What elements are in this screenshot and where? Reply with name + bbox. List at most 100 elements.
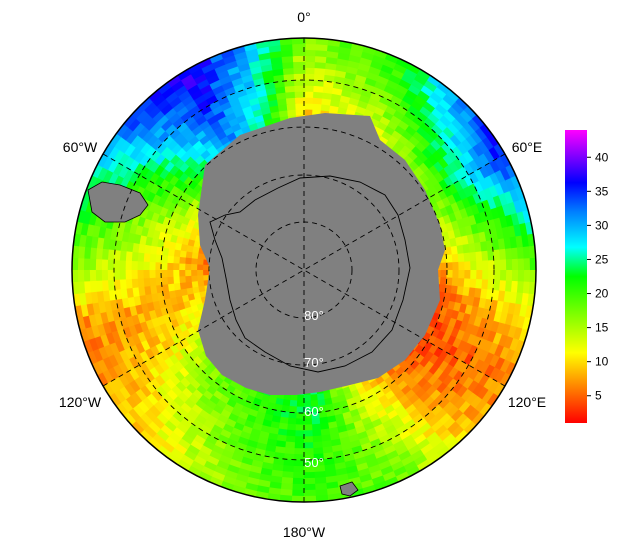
field-cell bbox=[119, 259, 126, 270]
field-cell bbox=[316, 399, 326, 407]
field-cell bbox=[185, 281, 193, 289]
field-cell bbox=[311, 429, 322, 437]
field-cell bbox=[457, 253, 465, 263]
field-cell bbox=[150, 236, 159, 247]
field-cell bbox=[329, 104, 340, 114]
field-cell bbox=[77, 256, 85, 270]
field-cell bbox=[310, 417, 321, 426]
field-cell bbox=[326, 415, 337, 424]
field-cell bbox=[143, 252, 151, 262]
field-cell bbox=[441, 196, 452, 209]
field-cell bbox=[286, 417, 297, 425]
field-cell bbox=[190, 257, 198, 265]
field-cell bbox=[234, 416, 247, 426]
field-cell bbox=[156, 331, 167, 344]
field-cell bbox=[136, 268, 144, 279]
field-cell bbox=[318, 416, 329, 425]
field-cell bbox=[311, 423, 321, 431]
field-cell bbox=[446, 262, 454, 272]
field-cell bbox=[136, 260, 144, 270]
field-cell bbox=[327, 421, 338, 430]
field-cell bbox=[451, 277, 459, 288]
field-cell bbox=[290, 483, 304, 491]
field-cell bbox=[270, 415, 281, 424]
field-cell bbox=[143, 285, 152, 296]
field-cell bbox=[166, 254, 175, 264]
field-cell bbox=[494, 259, 501, 272]
field-cell bbox=[192, 291, 201, 300]
field-cell bbox=[304, 43, 318, 51]
lat-label-80: 80° bbox=[304, 308, 324, 323]
field-cell bbox=[187, 292, 195, 301]
field-cell bbox=[294, 430, 304, 438]
field-cell bbox=[271, 409, 282, 418]
colorbar: 5 10 15 20 25 30 35 40 bbox=[565, 130, 609, 423]
field-cell bbox=[450, 202, 461, 214]
field-cell bbox=[181, 236, 190, 246]
field-cell bbox=[178, 256, 186, 264]
field-cell bbox=[288, 405, 297, 414]
field-cell bbox=[185, 250, 193, 259]
lon-label-60w: 60°W bbox=[63, 139, 98, 155]
field-cell bbox=[149, 244, 158, 255]
field-cell bbox=[89, 268, 97, 282]
field-cell bbox=[178, 262, 186, 270]
field-cell bbox=[162, 239, 171, 249]
field-cell bbox=[304, 49, 318, 57]
field-cell bbox=[320, 103, 332, 112]
colorbar-tick-label: 40 bbox=[595, 150, 609, 164]
lat-label-60: 60° bbox=[304, 404, 324, 419]
field-cell bbox=[304, 55, 317, 63]
field-cell bbox=[294, 418, 304, 426]
field-cell bbox=[286, 423, 296, 431]
field-cell bbox=[476, 270, 483, 281]
field-cell bbox=[197, 285, 206, 293]
field-cell bbox=[328, 427, 339, 436]
field-cell bbox=[130, 259, 138, 270]
field-cell bbox=[269, 420, 280, 430]
field-cell bbox=[172, 275, 180, 284]
field-cell bbox=[190, 269, 198, 276]
field-cell bbox=[454, 294, 464, 305]
field-cell bbox=[172, 269, 180, 277]
colorbar-ticks: 5 10 15 20 25 30 35 40 bbox=[587, 150, 609, 403]
field-cell bbox=[322, 392, 332, 400]
field-cell bbox=[167, 247, 176, 257]
field-cell bbox=[175, 295, 184, 304]
field-cell bbox=[238, 119, 250, 129]
field-cell bbox=[310, 411, 320, 420]
field-cell bbox=[439, 206, 450, 218]
field-cell bbox=[172, 262, 180, 270]
field-cell bbox=[180, 287, 188, 297]
field-cell bbox=[291, 477, 304, 485]
field-cell bbox=[197, 279, 205, 287]
field-cell bbox=[233, 127, 245, 138]
field-cell bbox=[323, 397, 333, 406]
field-cell bbox=[182, 299, 191, 309]
field-cell bbox=[101, 257, 109, 270]
field-cell bbox=[360, 416, 372, 427]
field-cell bbox=[161, 283, 169, 293]
field-cell bbox=[436, 199, 447, 211]
field-cell bbox=[449, 237, 458, 248]
field-cell bbox=[452, 261, 460, 272]
field-cell bbox=[511, 270, 519, 283]
field-cell bbox=[161, 329, 172, 341]
field-cell bbox=[174, 288, 182, 298]
field-cell bbox=[191, 285, 200, 294]
field-cell bbox=[273, 403, 283, 412]
field-cell bbox=[144, 293, 153, 304]
field-cell bbox=[169, 296, 178, 306]
lat-label-50: 50° bbox=[304, 455, 324, 470]
field-cell bbox=[288, 399, 298, 408]
field-cell bbox=[324, 403, 334, 412]
field-cell bbox=[186, 244, 194, 253]
field-cell bbox=[148, 268, 156, 279]
field-cell bbox=[440, 262, 448, 272]
field-cell bbox=[83, 256, 91, 270]
field-cell bbox=[154, 276, 163, 286]
field-cell bbox=[178, 275, 186, 284]
field-cell bbox=[150, 292, 159, 303]
field-cell bbox=[265, 401, 276, 411]
field-cell bbox=[280, 404, 290, 413]
